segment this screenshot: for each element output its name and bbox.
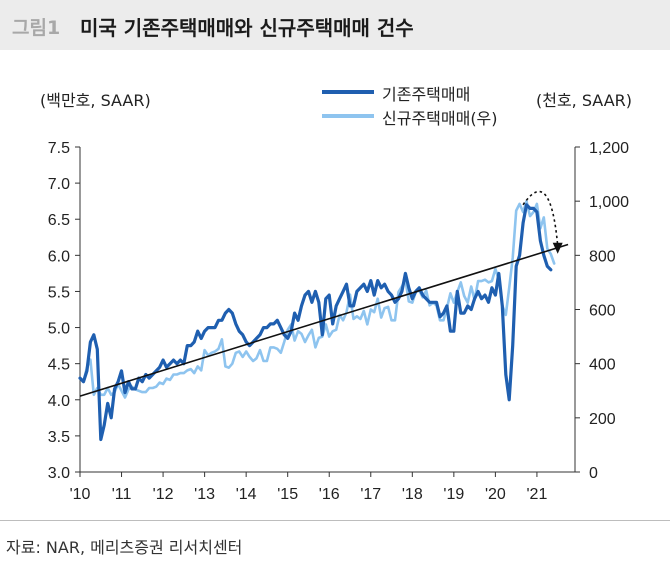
- y-right-tick-label: 1,000: [589, 194, 629, 211]
- y-right-tick-label: 200: [589, 411, 616, 428]
- y-right-tick-label: 600: [589, 303, 616, 320]
- x-tick-label: '17: [360, 486, 381, 503]
- y-right-tick-label: 400: [589, 357, 616, 374]
- legend-label-existing: 기존주택매매: [382, 85, 471, 104]
- y-left-tick-label: 6.5: [48, 212, 70, 229]
- x-tick-label: '11: [112, 486, 132, 503]
- x-tick-label: '16: [319, 486, 340, 503]
- y-left-tick-label: 3.5: [48, 429, 70, 446]
- x-tick-label: '18: [402, 486, 423, 503]
- y-left-tick-label: 7.5: [48, 140, 70, 157]
- legend-label-new: 신규주택매매(우): [382, 109, 498, 128]
- y-left-tick-label: 7.0: [48, 176, 70, 193]
- source-divider: [0, 520, 670, 521]
- x-tick-label: '14: [236, 486, 257, 503]
- x-tick-label: '10: [70, 486, 91, 503]
- y-left-tick-label: 4.0: [48, 393, 70, 410]
- y-right-tick-label: 800: [589, 248, 616, 265]
- decline-arrow-curve: [522, 190, 559, 246]
- title-bar: 그림1 미국 기존주택매매와 신규주택매매 건수: [0, 0, 670, 50]
- legend-swatch-new: [322, 114, 374, 118]
- y-left-tick-label: 4.5: [48, 357, 70, 374]
- x-tick-label: '21: [526, 486, 547, 503]
- source-note: 자료: NAR, 메리츠증권 리서치센터: [6, 538, 243, 557]
- trend-line: [79, 243, 569, 397]
- legend-swatch-existing: [322, 90, 374, 94]
- figure-label: 그림1: [12, 17, 61, 39]
- y-right-tick-label: 0: [589, 465, 598, 482]
- x-tick-label: '13: [194, 486, 215, 503]
- x-tick-label: '12: [153, 486, 174, 503]
- x-tick-label: '20: [485, 486, 506, 503]
- y-left-tick-label: 5.0: [48, 321, 70, 338]
- chart-title: 미국 기존주택매매와 신규주택매매 건수: [80, 16, 414, 40]
- y-left-tick-label: 6.0: [48, 248, 70, 265]
- right-axis-unit: (천호, SAAR): [536, 91, 633, 110]
- y-left-tick-label: 5.5: [48, 284, 70, 301]
- x-tick-label: '19: [443, 486, 464, 503]
- y-right-tick-label: 1,200: [589, 140, 629, 157]
- x-tick-label: '15: [277, 486, 298, 503]
- y-left-tick-label: 3.0: [48, 465, 70, 482]
- left-axis-unit: (백만호, SAAR): [40, 91, 151, 110]
- decline-arrow-head: [552, 242, 563, 254]
- series-line-existing: [78, 203, 553, 442]
- chart-area: 7.5 7.0 6.5 6.0 5.5 5.0 4.5 4.0 3.5 3.0 1,200 1,000…: [48, 140, 629, 503]
